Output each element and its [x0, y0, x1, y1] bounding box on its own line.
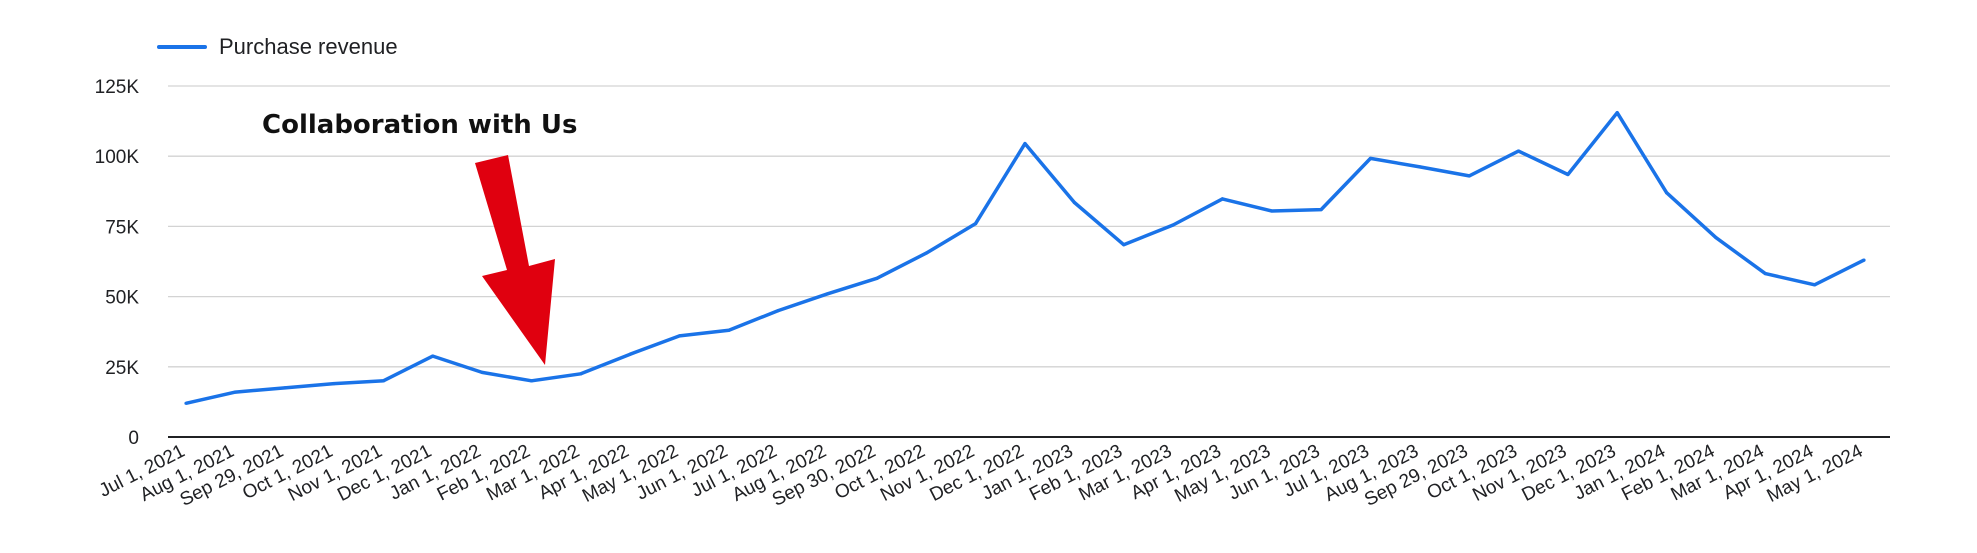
y-axis-ticks: 0 25K 50K 75K 100K 125K: [95, 77, 140, 449]
data-point: [1122, 243, 1126, 247]
y-tick-label: 25K: [105, 358, 139, 379]
data-point: [480, 370, 484, 375]
y-tick-label: 75K: [105, 217, 139, 238]
data-point: [1714, 236, 1718, 240]
data-point: [184, 401, 188, 405]
y-tick-label: 125K: [95, 77, 140, 98]
data-point: [1220, 197, 1225, 201]
legend-label: Purchase revenue: [219, 34, 398, 59]
data-point: [1862, 258, 1866, 262]
data-point: [1664, 191, 1669, 195]
data-point: [875, 276, 879, 280]
data-point: [1319, 207, 1323, 212]
data-point: [579, 372, 583, 376]
data-point: [1467, 174, 1471, 178]
gridlines: [168, 85, 1890, 438]
data-point: [1171, 223, 1175, 227]
data-point: [233, 390, 237, 394]
data-point: [1270, 209, 1274, 213]
data-point: [974, 221, 978, 226]
data-point: [1418, 165, 1422, 169]
data-point: [529, 379, 534, 383]
series-lines: [184, 110, 1866, 406]
data-point: [677, 334, 682, 338]
data-point: [924, 251, 928, 255]
legend: Purchase revenue: [157, 34, 398, 60]
data-point: [332, 382, 336, 386]
data-point: [825, 292, 830, 296]
data-point: [1368, 156, 1373, 161]
data-point: [381, 379, 386, 383]
data-point: [1615, 111, 1619, 115]
data-point: [283, 386, 287, 390]
data-point: [628, 352, 632, 356]
y-tick-label: 100K: [95, 147, 140, 168]
y-tick-label: 0: [128, 428, 139, 449]
data-point: [1566, 172, 1570, 177]
annotation-text: Collaboration with Us: [262, 110, 577, 140]
annotation-group: Collaboration with Us: [262, 110, 577, 365]
data-point: [776, 309, 780, 313]
data-point: [1763, 271, 1767, 276]
data-point: [1516, 149, 1521, 153]
data-point: [431, 354, 435, 358]
data-point: [1072, 200, 1076, 205]
annotation-arrow: [475, 155, 555, 365]
data-point: [1813, 283, 1817, 287]
data-point: [1023, 141, 1027, 146]
y-tick-label: 50K: [105, 288, 139, 309]
legend-swatch: [157, 45, 207, 49]
data-point: [727, 328, 731, 332]
